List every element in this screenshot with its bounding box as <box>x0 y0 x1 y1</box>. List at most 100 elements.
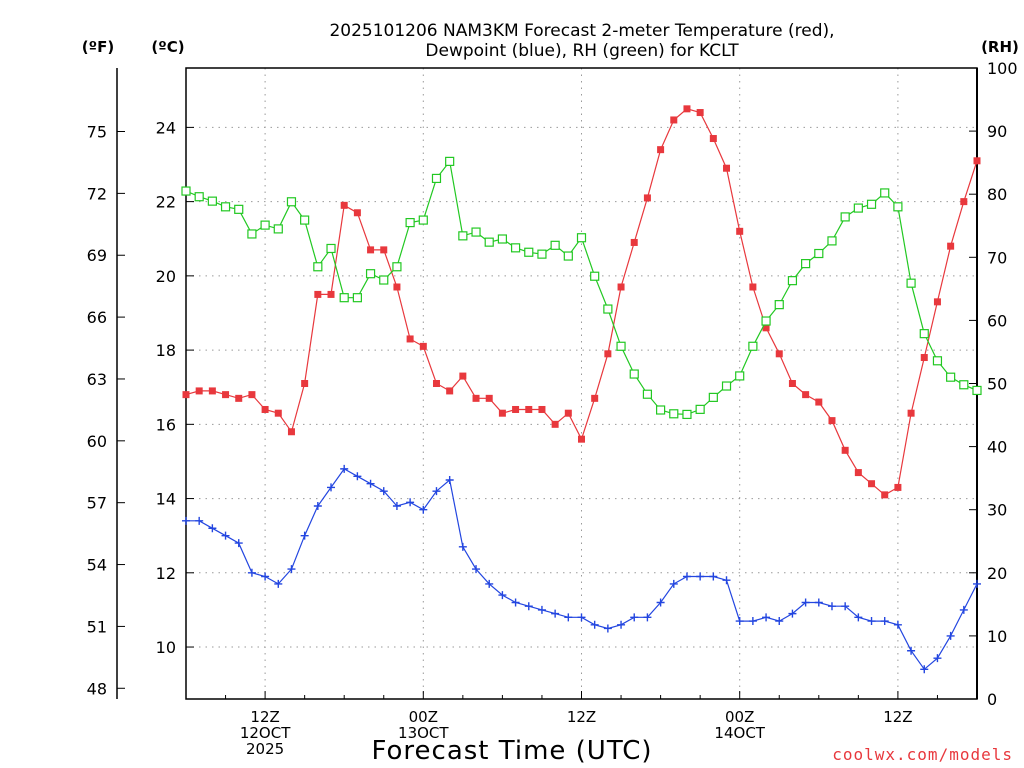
fahrenheit-unit-label: (ºF) <box>82 38 114 56</box>
rh-point <box>629 369 639 379</box>
rh-tick-label: 10 <box>987 627 1007 646</box>
rh-point <box>932 356 943 366</box>
celsius-axis: 10 12 14 16 18 20 22 24 <box>156 118 194 657</box>
dewpoint-point <box>722 576 731 585</box>
rh-point <box>827 236 837 246</box>
temperature-point <box>235 394 243 402</box>
dewpoint-point <box>392 501 401 510</box>
rh-point <box>234 204 244 214</box>
rh-tick-label: 50 <box>987 375 1007 394</box>
rh-point <box>655 405 666 415</box>
rh-point <box>721 381 732 391</box>
rh-point <box>669 409 679 419</box>
dewpoint-point <box>353 472 362 481</box>
rh-point <box>300 215 310 225</box>
dewpoint-point <box>867 617 876 626</box>
dewpoint-point <box>933 654 942 663</box>
dewpoint-point <box>762 613 771 622</box>
dewpoint-point <box>537 605 546 614</box>
rh-point <box>379 275 389 285</box>
rh-point <box>708 392 718 402</box>
dewpoint-point <box>287 565 296 574</box>
grid-lines <box>186 68 977 699</box>
dewpoint-point <box>590 620 599 629</box>
celsius-tick-label: 10 <box>156 638 176 657</box>
dewpoint-point <box>524 602 533 611</box>
dewpoint-point <box>234 539 243 548</box>
rh-point <box>418 215 428 225</box>
dewpoint-point <box>775 617 784 626</box>
rh-point <box>735 371 745 381</box>
time-tick-label: 12OCT <box>240 724 291 742</box>
x-axis-title: Forecast Time (UTC) <box>371 736 652 766</box>
rh-point <box>326 243 336 254</box>
dewpoint-point <box>682 572 691 581</box>
rh-point <box>840 212 850 222</box>
temperature-point <box>828 417 836 425</box>
temperature-point <box>841 446 849 454</box>
temperature-point <box>512 405 520 413</box>
temperature-point <box>564 409 572 417</box>
dewpoint-point <box>735 617 744 626</box>
source-watermark: coolwx.com/models <box>832 745 1013 764</box>
temperature-point <box>195 387 203 395</box>
temperature-point <box>591 394 599 402</box>
rh-axis: 0 10 20 30 40 50 60 70 80 90 100 <box>969 59 1018 709</box>
rh-point <box>405 217 415 228</box>
dewpoint-point <box>247 568 256 577</box>
temperature-point <box>617 283 625 291</box>
temperature-point <box>485 394 493 402</box>
dewpoint-point <box>696 572 705 581</box>
time-tick-label: 12Z <box>883 708 912 726</box>
rh-point <box>484 237 494 247</box>
rh-point <box>616 341 626 351</box>
dewpoint-point <box>748 617 757 626</box>
temperature-point <box>749 283 757 291</box>
dewpoint-point <box>709 572 718 581</box>
celsius-tick-label: 22 <box>156 193 176 212</box>
temperature-point <box>182 391 190 399</box>
rh-point <box>946 372 956 382</box>
dewpoint-point <box>827 602 836 611</box>
rh-point <box>445 156 455 166</box>
temperature-point <box>657 146 665 154</box>
temperature-point <box>630 238 638 246</box>
dewpoint-point <box>406 498 415 507</box>
temperature-point <box>459 372 467 380</box>
rh-point <box>181 186 191 196</box>
fahrenheit-tick-label: 57 <box>87 494 107 513</box>
temperature-point <box>683 105 691 113</box>
temperature-point <box>525 405 533 413</box>
rh-point <box>339 293 349 303</box>
dewpoint-point <box>920 665 929 674</box>
dewpoint-point <box>854 613 863 622</box>
temperature-point <box>208 387 216 395</box>
dewpoint-point <box>472 565 481 574</box>
temperature-point <box>340 201 348 209</box>
rh-point <box>787 276 798 286</box>
fahrenheit-tick-label: 51 <box>87 617 107 636</box>
temperature-point <box>973 157 981 165</box>
temperature-point <box>538 405 546 413</box>
temperature-point <box>551 420 559 428</box>
dewpoint-point <box>366 479 375 488</box>
temperature-point <box>301 380 309 387</box>
rh-point <box>497 234 507 244</box>
temperature-point <box>868 480 876 488</box>
temperature-point <box>472 394 480 402</box>
rh-point <box>207 196 217 206</box>
rh-point <box>365 269 376 279</box>
rh-point <box>524 247 534 257</box>
rh-tick-label: 40 <box>987 438 1007 457</box>
rh-point <box>273 224 283 234</box>
rh-tick-label: 0 <box>987 690 997 709</box>
celsius-tick-label: 20 <box>156 267 176 286</box>
rh-point <box>880 188 890 198</box>
rh-point <box>748 341 758 351</box>
temperature-point <box>920 354 928 362</box>
temperature-point <box>815 398 823 406</box>
time-tick-label: 2025 <box>246 740 284 758</box>
rh-point <box>853 203 863 213</box>
rh-tick-label: 30 <box>987 501 1007 520</box>
